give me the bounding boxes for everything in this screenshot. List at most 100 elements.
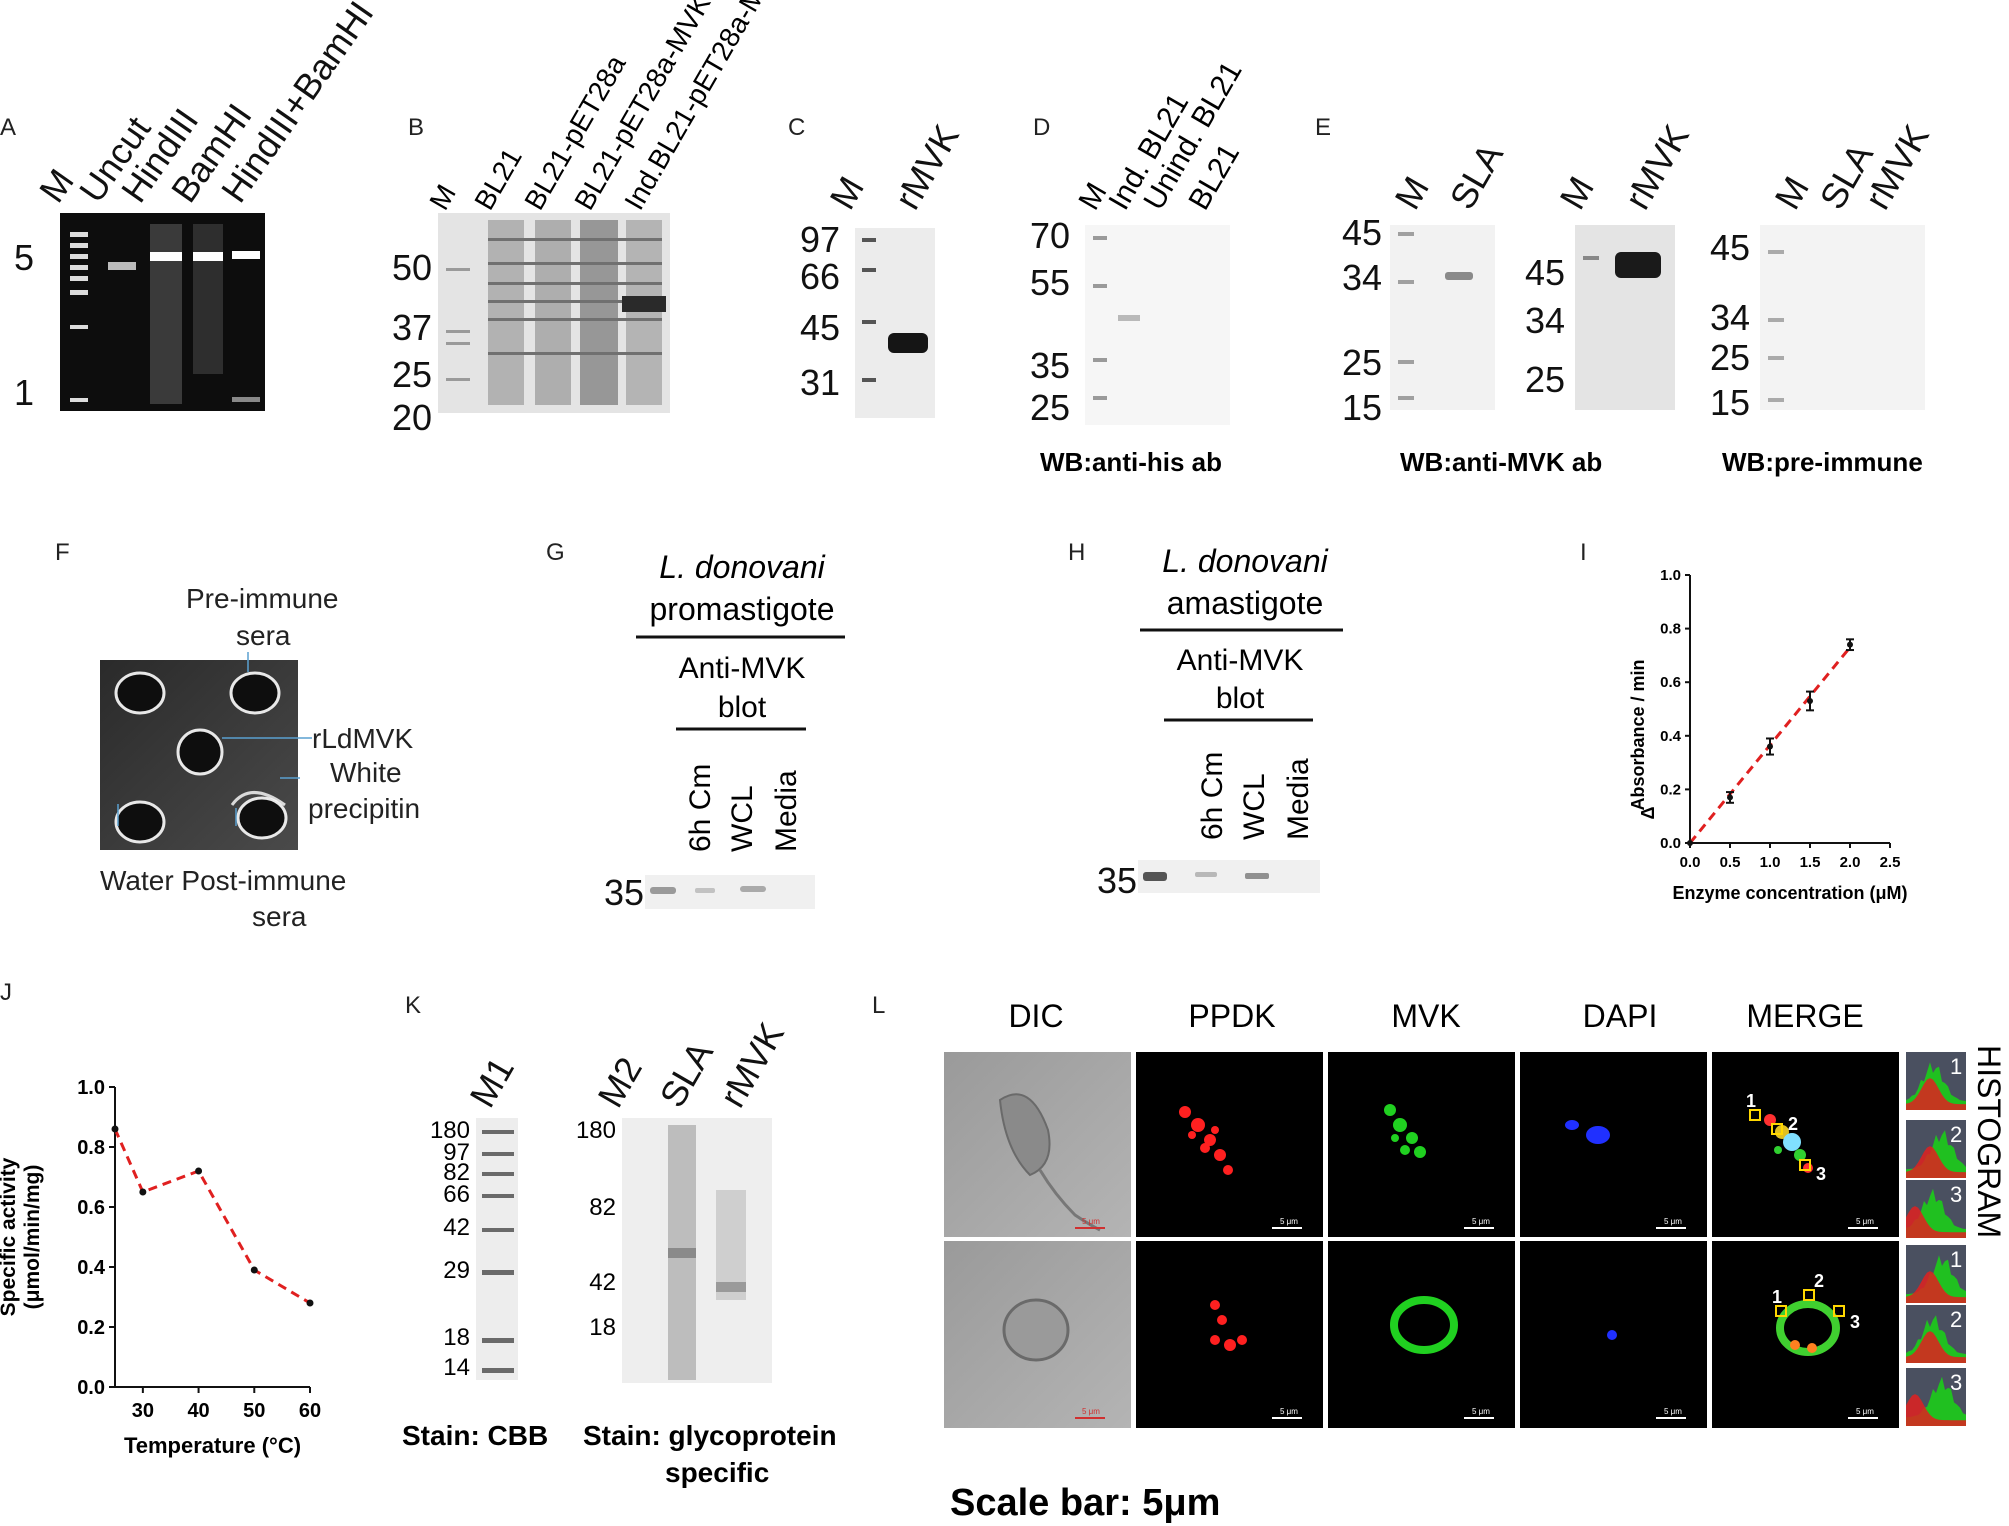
merge-image: [1712, 1241, 1899, 1428]
marker-label: 66: [443, 1181, 470, 1208]
marker-lane-bands: [1398, 232, 1414, 400]
lysate-bands: [488, 238, 662, 355]
scale-caption: Scale bar: 5μm: [950, 1482, 1220, 1524]
merge-signal: [1776, 1300, 1840, 1356]
x-tick-label: 50: [243, 1400, 265, 1422]
roi-boxes: [1775, 1289, 1845, 1317]
series-line: [113, 1128, 311, 1305]
scale-text: 5 μm: [1664, 1217, 1682, 1226]
marker-label: 180: [576, 1117, 616, 1144]
marker-label: 18: [589, 1314, 616, 1341]
blot-title-2: blot: [1216, 682, 1265, 715]
label-white: White: [330, 757, 402, 788]
roi-label: 2: [1814, 1271, 1824, 1291]
gel-band: [150, 252, 182, 261]
lane-label: M: [1766, 170, 1817, 216]
blot-band: [740, 886, 766, 892]
scale-text: 5 μm: [1280, 1407, 1298, 1416]
lane-label: M: [1386, 170, 1437, 216]
data-point: [250, 1266, 258, 1274]
y-tick-label: 0.4: [1660, 728, 1682, 745]
lane-label: M: [821, 170, 872, 216]
scale-text: 5 μm: [1472, 1407, 1490, 1416]
western-blot-strip: [1138, 860, 1320, 893]
lane-label: M: [1551, 170, 1602, 216]
cbb-gel: [476, 1118, 518, 1380]
histogram-label: 2: [1950, 1307, 1962, 1332]
panel-b: B M BL21 BL21-pET28a BL21-pET28a-MVK Ind…: [392, 0, 790, 438]
purified-band: [888, 333, 928, 353]
panel-c: C M rMVK 97 66 45 31: [788, 114, 967, 418]
mvk-signal: [1390, 1296, 1458, 1354]
gel-lane-rmvk: [716, 1190, 746, 1300]
species-label: L. donovani: [659, 549, 825, 585]
lysate-lanes: [488, 220, 662, 405]
marker-label: 180: [430, 1117, 470, 1144]
gel-band: [668, 1248, 696, 1258]
roi-label: 3: [1816, 1164, 1826, 1184]
scale-text: 5 μm: [1280, 1217, 1298, 1226]
roi-boxes: [1749, 1109, 1811, 1171]
y-axis-label-delta: Δ: [1638, 806, 1658, 819]
histogram-red: [1906, 1394, 1966, 1426]
ppdk-signal: [1210, 1300, 1247, 1351]
y-tick-label: 1.0: [77, 1077, 105, 1099]
ppdk-signal: [1179, 1106, 1233, 1175]
mvk-image: [1328, 1052, 1515, 1237]
dapi-signal: [1607, 1330, 1617, 1340]
label-pre-immune: Pre-immune: [186, 583, 338, 614]
histogram-label: 2: [1950, 1122, 1962, 1147]
western-blot: [1390, 225, 1495, 410]
gel-band: [108, 262, 136, 270]
lane-label: M1: [461, 1050, 522, 1114]
stage-label: amastigote: [1167, 585, 1324, 621]
histogram-label: 3: [1950, 1370, 1962, 1395]
histogram-red: [1906, 1206, 1966, 1238]
lane-label: WCL: [726, 785, 759, 852]
marker-lane-bands: [446, 268, 470, 381]
marker-label: 34: [1710, 297, 1750, 338]
data-point: [1727, 794, 1733, 801]
marker-label: 25: [1342, 342, 1382, 383]
marker-label: 70: [1030, 215, 1070, 256]
scale-text: 5 μm: [1856, 1217, 1874, 1226]
lane-label: BL21: [468, 143, 528, 215]
marker-label: 55: [1030, 262, 1070, 303]
channel-label-dic: DIC: [1008, 998, 1063, 1034]
histogram-side-label: HISTOGRAM: [1971, 1045, 2007, 1238]
roi-label: 2: [1788, 1114, 1798, 1134]
lane-label: rMVK: [886, 118, 967, 216]
panel-letter-d: D: [1033, 114, 1050, 141]
data-point: [195, 1167, 203, 1175]
marker-label: 15: [1710, 382, 1750, 423]
scale-text-dic: 5 μm 5 μm: [1082, 1217, 1100, 1416]
marker-lane-bands: [1093, 236, 1107, 400]
blot-band: [650, 887, 676, 894]
panel-letter-a: A: [0, 114, 16, 141]
agar-wells: [114, 671, 288, 844]
label-bottom-sera: sera: [252, 901, 307, 932]
y-axis-label: Specific activity: [0, 1157, 20, 1316]
overexpressed-band: [622, 296, 666, 312]
mvk-signal: [1384, 1104, 1426, 1158]
marker-label: 97: [443, 1139, 470, 1166]
y-tick-label: 0.8: [1660, 621, 1681, 638]
stage-label: promastigote: [650, 591, 835, 627]
roi-label: 1: [1772, 1287, 1782, 1307]
panel-j-chart: J 0.0 0.2 0.4 0.6 0.8 1.0 30 40 50 60 Temperature …: [0, 979, 321, 1458]
marker-label: 31: [800, 362, 840, 403]
panel-h: H L. donovani amastigote Anti-MVK blot 6…: [1068, 539, 1343, 901]
panel-letter-e: E: [1315, 114, 1331, 141]
panel-letter-c: C: [788, 114, 805, 141]
western-blot: [1085, 225, 1230, 425]
panel-letter-k: K: [405, 992, 421, 1019]
lane-label: 6h Cm: [684, 764, 717, 852]
lane-label: rMVK: [711, 1016, 792, 1114]
marker-label: 82: [443, 1159, 470, 1186]
y-axis-label: Absorbance / min: [1628, 659, 1648, 810]
data-point: [1807, 697, 1813, 704]
y-tick-label: 0.0: [1660, 835, 1681, 852]
dapi-signal: [1565, 1120, 1610, 1144]
marker-label: 45: [1710, 227, 1750, 268]
